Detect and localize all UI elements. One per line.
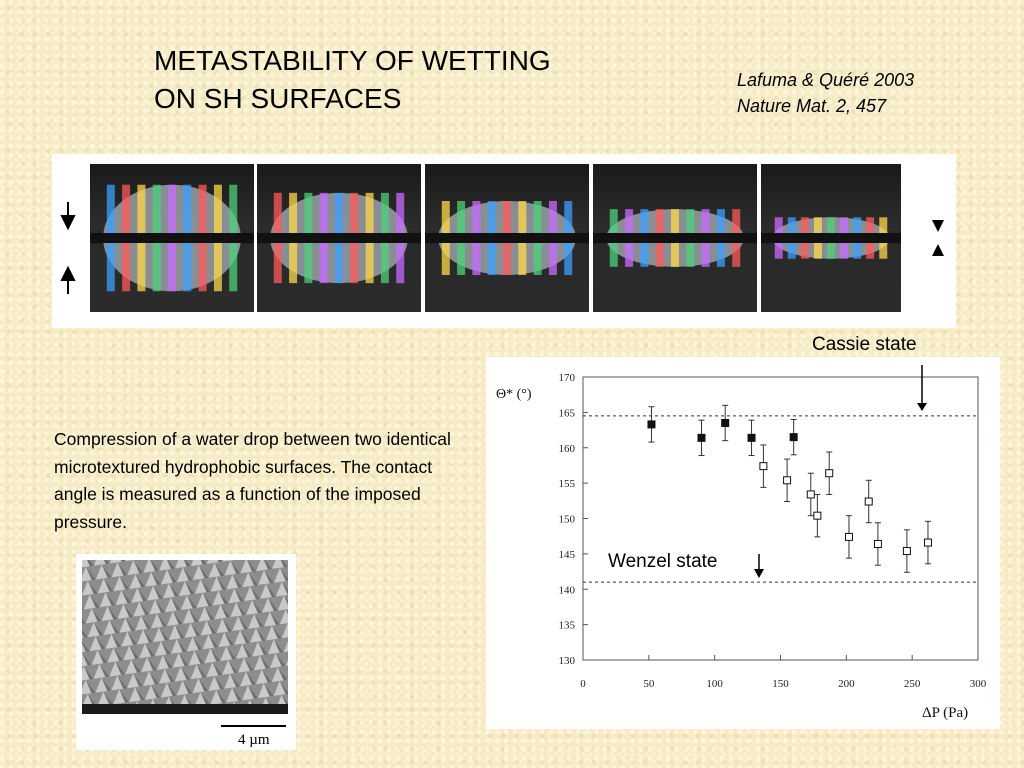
y-tick-label: 170 [559,372,576,384]
drop-frame-2 [257,164,421,312]
y-tick-label: 160 [559,443,576,455]
figure-caption: Compression of a water drop between two … [54,429,451,532]
y-tick-label: 145 [559,549,576,561]
wenzel-state-label: Wenzel state [608,551,718,572]
y-tick-label: 140 [559,584,576,596]
plot-area [582,376,979,661]
strip-arrows [60,202,944,294]
x-tick-label: 150 [772,678,789,690]
filled-square-point [647,420,656,429]
scale-bar-label: 4 µm [238,732,270,748]
y-tick-label: 135 [559,620,576,632]
wenzel-pointer-arrow-head [754,569,764,578]
x-tick-label: 250 [904,678,921,690]
open-square-point [902,547,911,556]
open-square-point [844,532,853,541]
water-drop-image [90,184,254,292]
x-tick-label: 100 [706,678,723,690]
reference-citation: Lafuma & Quéré 2003 Nature Mat. 2, 457 [737,70,915,116]
open-square-point [813,511,822,520]
cassie-pointer-arrow-head [917,403,927,411]
open-square-point [759,462,768,471]
open-square-point [825,469,834,478]
down-arrow-icon [60,202,76,231]
open-square-point [873,539,882,548]
x-tick-label: 200 [838,678,855,690]
open-square-point [923,538,932,547]
y-tick-label: 150 [559,514,576,526]
drop-frame-5 [761,164,901,312]
filled-square-point [697,433,706,442]
drop-frame-4 [593,164,757,312]
drop-frame-1 [90,164,254,312]
down-arrow-icon [932,220,944,232]
cassie-state-label: Cassie state [812,334,917,355]
slide-title: METASTABILITY OF WETTING ON SH SURFACES [154,45,551,114]
open-square-point [806,490,815,499]
filled-square-point [747,433,756,442]
x-tick-label: 0 [580,678,586,690]
water-drop-image [257,192,421,284]
drop-frame-3 [425,164,589,312]
water-drop-image [593,209,757,267]
y-tick-label: 165 [559,407,576,419]
chart-svg: 130 135 140 145 150 155 160 165 170 0 50 100 150 200… [496,365,987,721]
up-arrow-icon [932,244,944,256]
open-square-point [783,476,792,485]
x-tick-label: 50 [643,678,655,690]
sem-micrograph: 4 µm [76,554,296,750]
y-tick-label: 155 [559,478,576,490]
x-tick-label: 300 [970,678,987,690]
filled-square-point [789,433,798,442]
y-axis-label: Θ* (°) [496,387,532,402]
drop-compression-photo-strip [52,154,956,328]
contact-angle-chart: 130 135 140 145 150 155 160 165 170 0 50 100 150 200… [486,357,1000,729]
microtexture-image: 4 µm [82,560,288,748]
filled-square-point [721,418,730,427]
water-drop-image [761,217,901,259]
open-square-point [864,497,873,506]
x-axis-label: ΔP (Pa) [922,705,968,721]
up-arrow-icon [60,265,76,294]
water-drop-image [425,201,589,275]
y-tick-label: 130 [559,655,576,667]
